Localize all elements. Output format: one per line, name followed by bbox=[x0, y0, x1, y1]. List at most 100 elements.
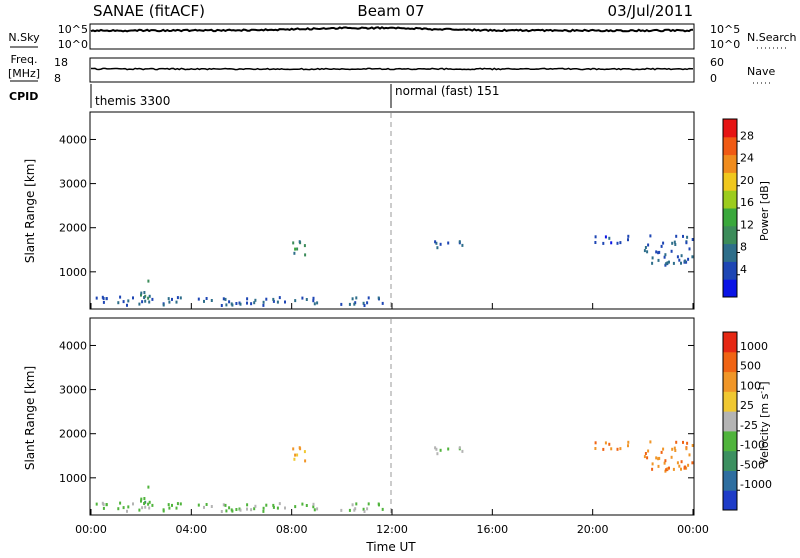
velocity-ytick-label: 1000 bbox=[59, 472, 87, 485]
power-echo-cell bbox=[381, 301, 384, 305]
velocity-echo-cell bbox=[162, 509, 165, 513]
x-tick-label: 00:00 bbox=[75, 523, 107, 536]
power-echo-cell bbox=[366, 301, 369, 305]
velocity-echo-cell bbox=[594, 441, 597, 445]
velocity-echo-map bbox=[95, 440, 694, 513]
power-echo-cell bbox=[144, 294, 147, 298]
power-echo-cell bbox=[253, 301, 256, 305]
x-tick-label: 12:00 bbox=[376, 523, 408, 536]
power-echo-cell bbox=[246, 297, 249, 301]
velocity-colorbar-segment bbox=[723, 371, 737, 392]
velocity-ytick-label: 4000 bbox=[59, 339, 87, 352]
power-echo-cell bbox=[210, 299, 213, 302]
power-echo-cell bbox=[148, 300, 151, 304]
power-echo-cell bbox=[643, 249, 646, 253]
power-echo-cell bbox=[608, 236, 611, 240]
power-echo-cell bbox=[296, 247, 299, 251]
velocity-echo-cell bbox=[292, 447, 295, 451]
power-echo-cell bbox=[312, 299, 315, 303]
velocity-echo-cell bbox=[355, 502, 358, 506]
power-echo-cell bbox=[367, 296, 370, 300]
velocity-ylabel: Slant Range [km] bbox=[23, 366, 37, 470]
velocity-colorbar-tick-label: 500 bbox=[740, 360, 761, 373]
velocity-echo-cell bbox=[439, 448, 442, 452]
sky-noise-line bbox=[90, 26, 694, 33]
power-echo-cell bbox=[102, 297, 105, 300]
velocity-echo-cell bbox=[312, 502, 315, 506]
velocity-echo-cell bbox=[602, 447, 605, 451]
velocity-echo-cell bbox=[682, 440, 684, 444]
power-echo-cell bbox=[665, 262, 668, 266]
velocity-echo-cell bbox=[272, 505, 275, 509]
power-echo-cell bbox=[680, 254, 683, 258]
beam-label: Beam 07 bbox=[357, 2, 424, 20]
nave-tick-bottom: 0 bbox=[710, 72, 717, 85]
velocity-colorbar-frame bbox=[722, 331, 738, 511]
power-echo-cell bbox=[250, 302, 253, 306]
power-echo-cell bbox=[272, 297, 275, 301]
velocity-echo-cell bbox=[122, 506, 125, 510]
power-echo-cell bbox=[167, 297, 170, 301]
power-echo-cell bbox=[348, 302, 351, 306]
x-tick-label: 04:00 bbox=[175, 523, 207, 536]
power-echo-cell bbox=[671, 241, 674, 245]
cpid-segment-1: themis 3300 bbox=[95, 94, 170, 108]
velocity-echo-cell bbox=[381, 507, 384, 511]
velocity-colorbar-tick-label: -1000 bbox=[740, 478, 772, 491]
power-echo-cell bbox=[144, 299, 147, 303]
nave-label: Nave bbox=[747, 65, 775, 78]
power-colorbar-segment bbox=[723, 279, 737, 298]
velocity-echo-cell bbox=[644, 452, 647, 455]
power-colorbar-tick-label: 24 bbox=[740, 152, 754, 165]
velocity-colorbar-segment bbox=[723, 411, 737, 432]
power-echo-cell bbox=[303, 244, 306, 248]
power-echo-cell bbox=[691, 238, 694, 241]
power-echo-cell bbox=[436, 246, 439, 250]
velocity-echo-cell bbox=[102, 503, 105, 506]
velocity-echo-cell bbox=[664, 459, 667, 463]
power-colorbar-segment bbox=[723, 154, 737, 173]
freq-label: Freq. bbox=[10, 53, 37, 66]
x-tick-label: 20:00 bbox=[577, 523, 609, 536]
power-colorbar-tick-label: 20 bbox=[740, 174, 754, 187]
velocity-echo-cell bbox=[95, 502, 98, 506]
power-echo-cell bbox=[203, 299, 205, 303]
sky-label: N.Sky bbox=[8, 31, 40, 44]
velocity-echo-cell bbox=[304, 459, 307, 463]
power-echo-cell bbox=[688, 247, 691, 251]
velocity-echo-cell bbox=[435, 447, 438, 451]
power-echo-cell bbox=[678, 258, 681, 262]
power-colorbar-label: Power [dB] bbox=[758, 181, 771, 241]
velocity-echo-cell bbox=[254, 504, 257, 508]
velocity-echo-cell bbox=[222, 503, 225, 507]
velocity-echo-cell bbox=[102, 506, 105, 510]
velocity-echo-cell bbox=[168, 506, 171, 510]
power-echo-cell bbox=[670, 249, 673, 253]
velocity-echo-cell bbox=[348, 508, 351, 512]
velocity-echo-cell bbox=[148, 500, 151, 504]
power-echo-cell bbox=[272, 299, 275, 303]
velocity-echo-cell bbox=[138, 508, 141, 512]
power-echo-cell bbox=[651, 256, 654, 260]
power-echo-cell bbox=[594, 241, 597, 244]
velocity-echo-cell bbox=[176, 502, 179, 506]
velocity-echo-cell bbox=[148, 506, 151, 510]
power-echo-cell bbox=[363, 304, 366, 307]
velocity-echo-cell bbox=[276, 506, 279, 510]
velocity-echo-cell bbox=[140, 499, 142, 503]
power-colorbar-segment bbox=[723, 119, 737, 138]
power-echo-cell bbox=[301, 296, 304, 300]
velocity-echo-cell bbox=[688, 453, 691, 457]
sky-tick-top: 10^5 bbox=[58, 23, 88, 36]
velocity-echo-cell bbox=[235, 508, 238, 511]
power-echo-cell bbox=[162, 303, 165, 307]
velocity-echo-cell bbox=[284, 506, 286, 510]
power-echo-cell bbox=[304, 253, 307, 257]
velocity-echo-cell bbox=[673, 446, 676, 450]
velocity-echo-cell bbox=[143, 502, 146, 505]
power-echo-cell bbox=[340, 302, 343, 306]
power-colorbar-segment bbox=[723, 261, 737, 280]
frequency-line bbox=[91, 67, 694, 71]
velocity-echo-cell bbox=[132, 502, 134, 506]
power-echo-cell bbox=[312, 296, 315, 300]
